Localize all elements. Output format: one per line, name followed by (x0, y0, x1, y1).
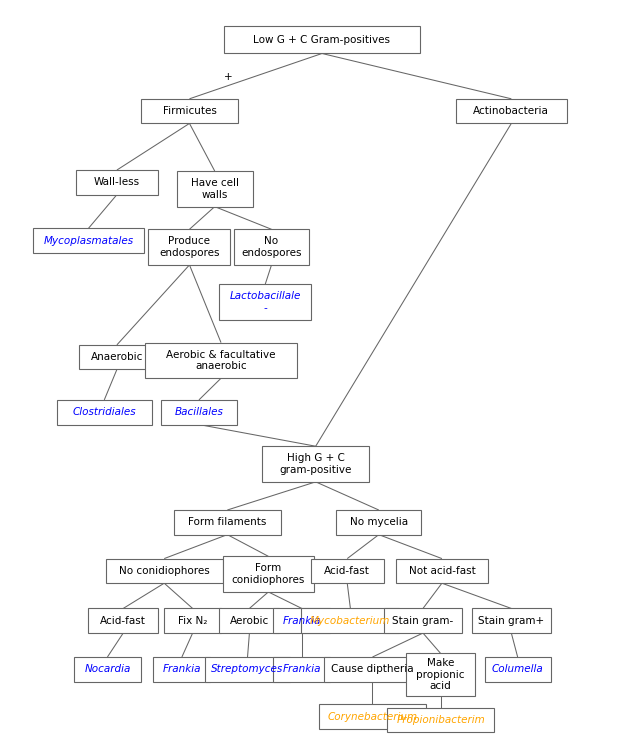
Text: Propionibacterim: Propionibacterim (396, 715, 485, 724)
FancyBboxPatch shape (177, 171, 252, 207)
FancyBboxPatch shape (79, 345, 155, 370)
Text: Acid-fast: Acid-fast (100, 616, 146, 626)
Text: Bacillales: Bacillales (175, 407, 223, 417)
FancyBboxPatch shape (57, 400, 151, 424)
FancyBboxPatch shape (74, 657, 140, 682)
FancyBboxPatch shape (319, 704, 426, 729)
Text: Streptomyces: Streptomyces (211, 664, 283, 674)
FancyBboxPatch shape (387, 707, 495, 732)
FancyBboxPatch shape (33, 228, 144, 253)
Text: Cause diptheria: Cause diptheria (331, 664, 414, 674)
Text: Corynebacterium: Corynebacterium (327, 712, 417, 722)
FancyBboxPatch shape (88, 608, 158, 633)
FancyBboxPatch shape (106, 559, 223, 584)
FancyBboxPatch shape (262, 446, 369, 482)
Text: Columella: Columella (492, 664, 544, 674)
Text: Make
propionic
acid: Make propionic acid (417, 658, 465, 691)
FancyBboxPatch shape (148, 230, 231, 265)
FancyBboxPatch shape (161, 400, 237, 424)
FancyBboxPatch shape (174, 510, 281, 535)
Text: Not acid-fast: Not acid-fast (408, 566, 475, 576)
Text: Form filaments: Form filaments (188, 518, 267, 527)
Text: +: + (224, 72, 233, 82)
Text: Actinobacteria: Actinobacteria (473, 106, 549, 116)
Text: Anaerobic: Anaerobic (91, 352, 143, 362)
FancyBboxPatch shape (311, 559, 384, 584)
FancyBboxPatch shape (274, 657, 330, 682)
Text: Firmicutes: Firmicutes (162, 106, 216, 116)
FancyBboxPatch shape (456, 99, 567, 124)
Text: Frankia: Frankia (283, 616, 321, 626)
FancyBboxPatch shape (220, 284, 311, 320)
Text: Mycobacterium: Mycobacterium (310, 616, 391, 626)
Text: Mycoplasmatales: Mycoplasmatales (43, 236, 133, 246)
FancyBboxPatch shape (301, 608, 399, 633)
Text: No mycelia: No mycelia (350, 518, 408, 527)
Text: High G + C
gram-positive: High G + C gram-positive (279, 453, 352, 475)
Text: No
endospores: No endospores (242, 236, 302, 258)
Text: Frankia: Frankia (283, 664, 321, 674)
FancyBboxPatch shape (140, 99, 238, 124)
FancyBboxPatch shape (484, 657, 551, 682)
FancyBboxPatch shape (472, 608, 551, 633)
FancyBboxPatch shape (234, 230, 309, 265)
Text: Fix N₂: Fix N₂ (178, 616, 207, 626)
FancyBboxPatch shape (164, 608, 221, 633)
FancyBboxPatch shape (396, 559, 488, 584)
Text: Stain gram+: Stain gram+ (478, 616, 544, 626)
FancyBboxPatch shape (146, 343, 297, 378)
FancyBboxPatch shape (205, 657, 290, 682)
FancyBboxPatch shape (406, 653, 475, 695)
Text: Have cell
walls: Have cell walls (191, 178, 239, 200)
Text: Produce
endospores: Produce endospores (159, 236, 220, 258)
FancyBboxPatch shape (220, 608, 279, 633)
Text: Frankia: Frankia (163, 664, 201, 674)
Text: Acid-fast: Acid-fast (325, 566, 370, 576)
FancyBboxPatch shape (336, 510, 421, 535)
Text: Aerobic & facultative
anaerobic: Aerobic & facultative anaerobic (166, 350, 276, 371)
Text: Clostridiales: Clostridiales (73, 407, 136, 417)
Text: Stain gram-: Stain gram- (392, 616, 453, 626)
Text: Lactobacillale
-: Lactobacillale - (229, 291, 301, 313)
FancyBboxPatch shape (76, 170, 158, 195)
FancyBboxPatch shape (274, 608, 330, 633)
Text: Nocardia: Nocardia (84, 664, 131, 674)
Text: Wall-less: Wall-less (94, 177, 140, 188)
FancyBboxPatch shape (384, 608, 462, 633)
Text: No conidiophores: No conidiophores (119, 566, 209, 576)
FancyBboxPatch shape (153, 657, 211, 682)
Text: Aerobic: Aerobic (230, 616, 269, 626)
Text: Form
conidiophores: Form conidiophores (232, 563, 305, 585)
FancyBboxPatch shape (323, 657, 421, 682)
Text: Low G + C Gram-positives: Low G + C Gram-positives (254, 35, 390, 45)
FancyBboxPatch shape (223, 556, 314, 592)
FancyBboxPatch shape (224, 26, 420, 53)
